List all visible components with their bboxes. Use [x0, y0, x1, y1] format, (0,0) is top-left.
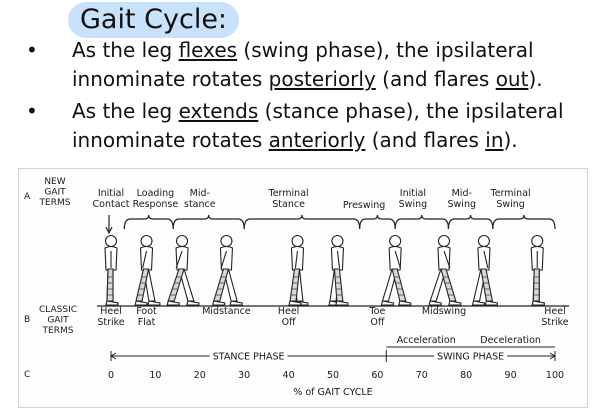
- axis-tick-label: 50: [327, 370, 339, 381]
- phase-bracket: [243, 214, 361, 230]
- underlined-term: anteriorly: [268, 128, 366, 152]
- classic-term-label: Foot: [136, 306, 157, 317]
- new-terms-heading: GAIT: [44, 188, 66, 198]
- new-terms-heading: NEW: [44, 177, 65, 187]
- axis-tick-label: 20: [194, 370, 206, 381]
- new-term-label: Mid-: [452, 188, 472, 199]
- classic-term-label: Heel: [100, 306, 121, 317]
- walking-figure-icon: [530, 234, 545, 306]
- classic-terms-heading: CLASSIC: [39, 305, 77, 315]
- underlined-term: posteriorly: [268, 67, 376, 91]
- phase-bracket: [492, 214, 556, 230]
- new-term-label: stance: [184, 199, 216, 210]
- new-term-label: Stance: [272, 199, 305, 210]
- text-run: (stance phase), the ipsilateral: [258, 99, 564, 123]
- text-run: ).: [528, 67, 543, 91]
- deceleration-label: Deceleration: [480, 335, 541, 346]
- new-term-label: Contact: [93, 199, 130, 210]
- classic-term-label: Midstance: [202, 306, 251, 317]
- new-term-label: Initial: [400, 188, 426, 199]
- underlined-term: extends: [178, 99, 259, 123]
- new-term-label: Mid-: [190, 188, 210, 199]
- pointer-arrow-icon: [105, 226, 113, 235]
- new-terms-heading: TERMS: [39, 198, 71, 208]
- new-term-label: Preswing: [343, 200, 386, 211]
- bullet-1-line-2: innominate rotates posteriorly (and flar…: [72, 65, 543, 94]
- text-run: (and flares: [375, 67, 496, 91]
- axis-label: % of GAIT CYCLE: [293, 387, 372, 398]
- phase-label-backdrop: [209, 350, 288, 364]
- axis-tick-label: 0: [108, 370, 114, 381]
- new-term-label: Terminal: [268, 188, 309, 199]
- phase-label-backdrop: [434, 350, 508, 364]
- row-letter-a: A: [24, 192, 31, 202]
- bullet-1-line-1: As the leg flexes (swing phase), the ips…: [72, 36, 534, 65]
- phase-bracket: [394, 214, 450, 230]
- new-term-label: Response: [133, 199, 179, 210]
- walking-figure-icon: [428, 234, 462, 306]
- classic-terms-heading: GAIT: [47, 316, 69, 326]
- bullet-dot-icon: •: [26, 99, 38, 123]
- underlined-term: in: [485, 128, 504, 152]
- bullet-2-line-1: As the leg extends (stance phase), the i…: [72, 97, 564, 126]
- stance-phase-label: STANCE PHASE: [213, 352, 285, 363]
- new-term-label: Swing: [399, 199, 428, 210]
- underlined-term: flexes: [178, 38, 238, 62]
- text-run: As the leg: [72, 99, 179, 123]
- classic-terms-heading: TERMS: [42, 326, 74, 336]
- new-term-label: Initial: [98, 188, 124, 199]
- phase-bracket: [359, 214, 396, 230]
- phase-bracket: [123, 214, 174, 230]
- axis-tick-label: 80: [460, 370, 472, 381]
- acceleration-label: Acceleration: [397, 335, 456, 346]
- text-run: (swing phase), the ipsilateral: [237, 38, 534, 62]
- text-run: ).: [503, 128, 518, 152]
- underlined-term: out: [495, 67, 529, 91]
- bullet-dot-icon: •: [26, 38, 38, 62]
- axis-tick-label: 10: [149, 370, 161, 381]
- classic-term-label: Strike: [97, 317, 124, 328]
- classic-term-label: Off: [370, 317, 384, 328]
- axis-tick-label: 40: [283, 370, 295, 381]
- row-letter-b: B: [24, 315, 30, 325]
- axis-tick-label: 70: [416, 370, 428, 381]
- text-run: As the leg: [72, 38, 179, 62]
- walking-figure-icon: [134, 234, 161, 306]
- axis-tick-label: 60: [371, 370, 383, 381]
- walking-figure-icon: [328, 234, 349, 306]
- gait-cycle-diagram: ABCNEWGAITTERMSCLASSICGAITTERMSInitialCo…: [24, 177, 569, 398]
- classic-term-label: Off: [282, 317, 296, 328]
- swing-phase-label: SWING PHASE: [437, 352, 504, 363]
- new-term-label: Loading: [137, 188, 174, 199]
- row-letter-c: C: [24, 370, 30, 380]
- axis-tick-label: 100: [546, 370, 564, 381]
- text-run: (and flares: [365, 128, 486, 152]
- classic-term-label: Strike: [541, 317, 568, 328]
- walking-figure-icon: [212, 234, 243, 306]
- text-run: innominate rotates: [72, 67, 269, 91]
- classic-term-label: Midswing: [422, 306, 466, 317]
- new-term-label: Swing: [496, 199, 525, 210]
- walking-figure-icon: [166, 234, 200, 306]
- walking-figure-icon: [471, 234, 498, 306]
- new-term-label: Terminal: [490, 188, 531, 199]
- walking-figure-icon: [288, 234, 309, 306]
- classic-term-label: Toe: [368, 306, 385, 317]
- classic-term-label: Flat: [138, 317, 156, 328]
- bullet-2-line-2: innominate rotates anteriorly (and flare…: [72, 126, 518, 155]
- walking-figure-icon: [104, 234, 119, 306]
- phase-bracket: [172, 214, 245, 230]
- axis-tick-label: 30: [238, 370, 250, 381]
- classic-term-label: Heel: [544, 306, 565, 317]
- new-term-label: Swing: [448, 199, 477, 210]
- slide-title: Gait Cycle:: [68, 2, 240, 38]
- axis-tick-label: 90: [505, 370, 517, 381]
- classic-term-label: Heel: [278, 306, 299, 317]
- text-run: innominate rotates: [72, 128, 269, 152]
- phase-bracket: [447, 214, 494, 230]
- gait-cycle-figure: A B C NEW GAIT TERMS CLASSIC GAIT TERMS Initial Co…: [18, 168, 588, 408]
- walking-figure-icon: [380, 234, 412, 306]
